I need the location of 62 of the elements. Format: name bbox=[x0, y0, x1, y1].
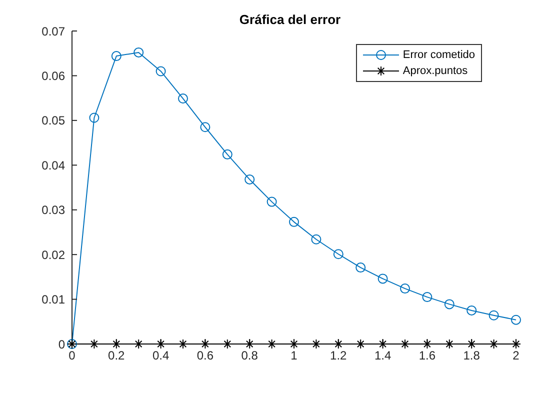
y-tick-label: 0.06 bbox=[42, 68, 66, 83]
x-tick-label: 1.8 bbox=[463, 348, 480, 363]
point bbox=[244, 339, 255, 349]
point bbox=[134, 47, 144, 58]
point bbox=[400, 284, 410, 294]
point bbox=[266, 196, 277, 207]
point bbox=[333, 339, 344, 349]
y-tick-label: 0 bbox=[58, 337, 66, 352]
point bbox=[511, 314, 521, 325]
point bbox=[266, 339, 277, 349]
x-tick-label: 0.4 bbox=[152, 348, 170, 363]
point bbox=[444, 339, 454, 349]
x-tick-label: 1.4 bbox=[374, 348, 392, 363]
x-tick-label: 1 bbox=[290, 348, 298, 363]
point bbox=[222, 339, 232, 349]
chart-title: Gráfica del error bbox=[238, 12, 342, 27]
point bbox=[200, 122, 210, 132]
point bbox=[378, 274, 388, 284]
point bbox=[289, 216, 299, 227]
point bbox=[333, 249, 344, 260]
x-tick-label: 0 bbox=[68, 348, 76, 363]
point bbox=[200, 339, 210, 349]
x-tick-label: 0.6 bbox=[196, 348, 214, 363]
point bbox=[400, 339, 410, 349]
point bbox=[289, 339, 299, 349]
point bbox=[134, 339, 144, 349]
x-tick-label: 1.6 bbox=[418, 348, 436, 363]
y-tick-label: 0.01 bbox=[42, 292, 66, 307]
point bbox=[178, 94, 188, 104]
point bbox=[422, 339, 432, 349]
point bbox=[111, 51, 122, 62]
point bbox=[222, 149, 232, 160]
y-tick-label: 0.07 bbox=[42, 24, 66, 38]
point bbox=[244, 174, 255, 184]
point bbox=[311, 339, 322, 349]
point bbox=[178, 339, 188, 349]
y-tick-label: 0.04 bbox=[42, 158, 66, 172]
legend-label: Error cometido bbox=[402, 49, 475, 61]
point bbox=[378, 339, 388, 349]
point bbox=[466, 339, 477, 349]
x-tick-label: 2 bbox=[512, 348, 520, 363]
y-tick-label: 0.03 bbox=[42, 203, 66, 218]
point bbox=[156, 339, 166, 349]
point bbox=[466, 305, 477, 316]
y-tick-label: 0.05 bbox=[42, 114, 66, 128]
point bbox=[444, 299, 454, 310]
point bbox=[89, 339, 100, 349]
point bbox=[311, 234, 322, 244]
point bbox=[488, 339, 499, 349]
x-tick-label: 1.2 bbox=[330, 348, 348, 363]
point bbox=[356, 262, 366, 273]
point bbox=[488, 310, 499, 320]
x-tick-label: 0.8 bbox=[241, 348, 258, 363]
point bbox=[111, 339, 122, 349]
point bbox=[356, 339, 366, 349]
point bbox=[89, 112, 100, 123]
point bbox=[156, 66, 166, 76]
point bbox=[511, 339, 521, 349]
y-tick-label: 0.02 bbox=[42, 248, 66, 262]
point bbox=[422, 292, 432, 302]
x-tick-label: 0.2 bbox=[108, 348, 126, 363]
legend-label: Aprox.puntos bbox=[402, 65, 468, 77]
